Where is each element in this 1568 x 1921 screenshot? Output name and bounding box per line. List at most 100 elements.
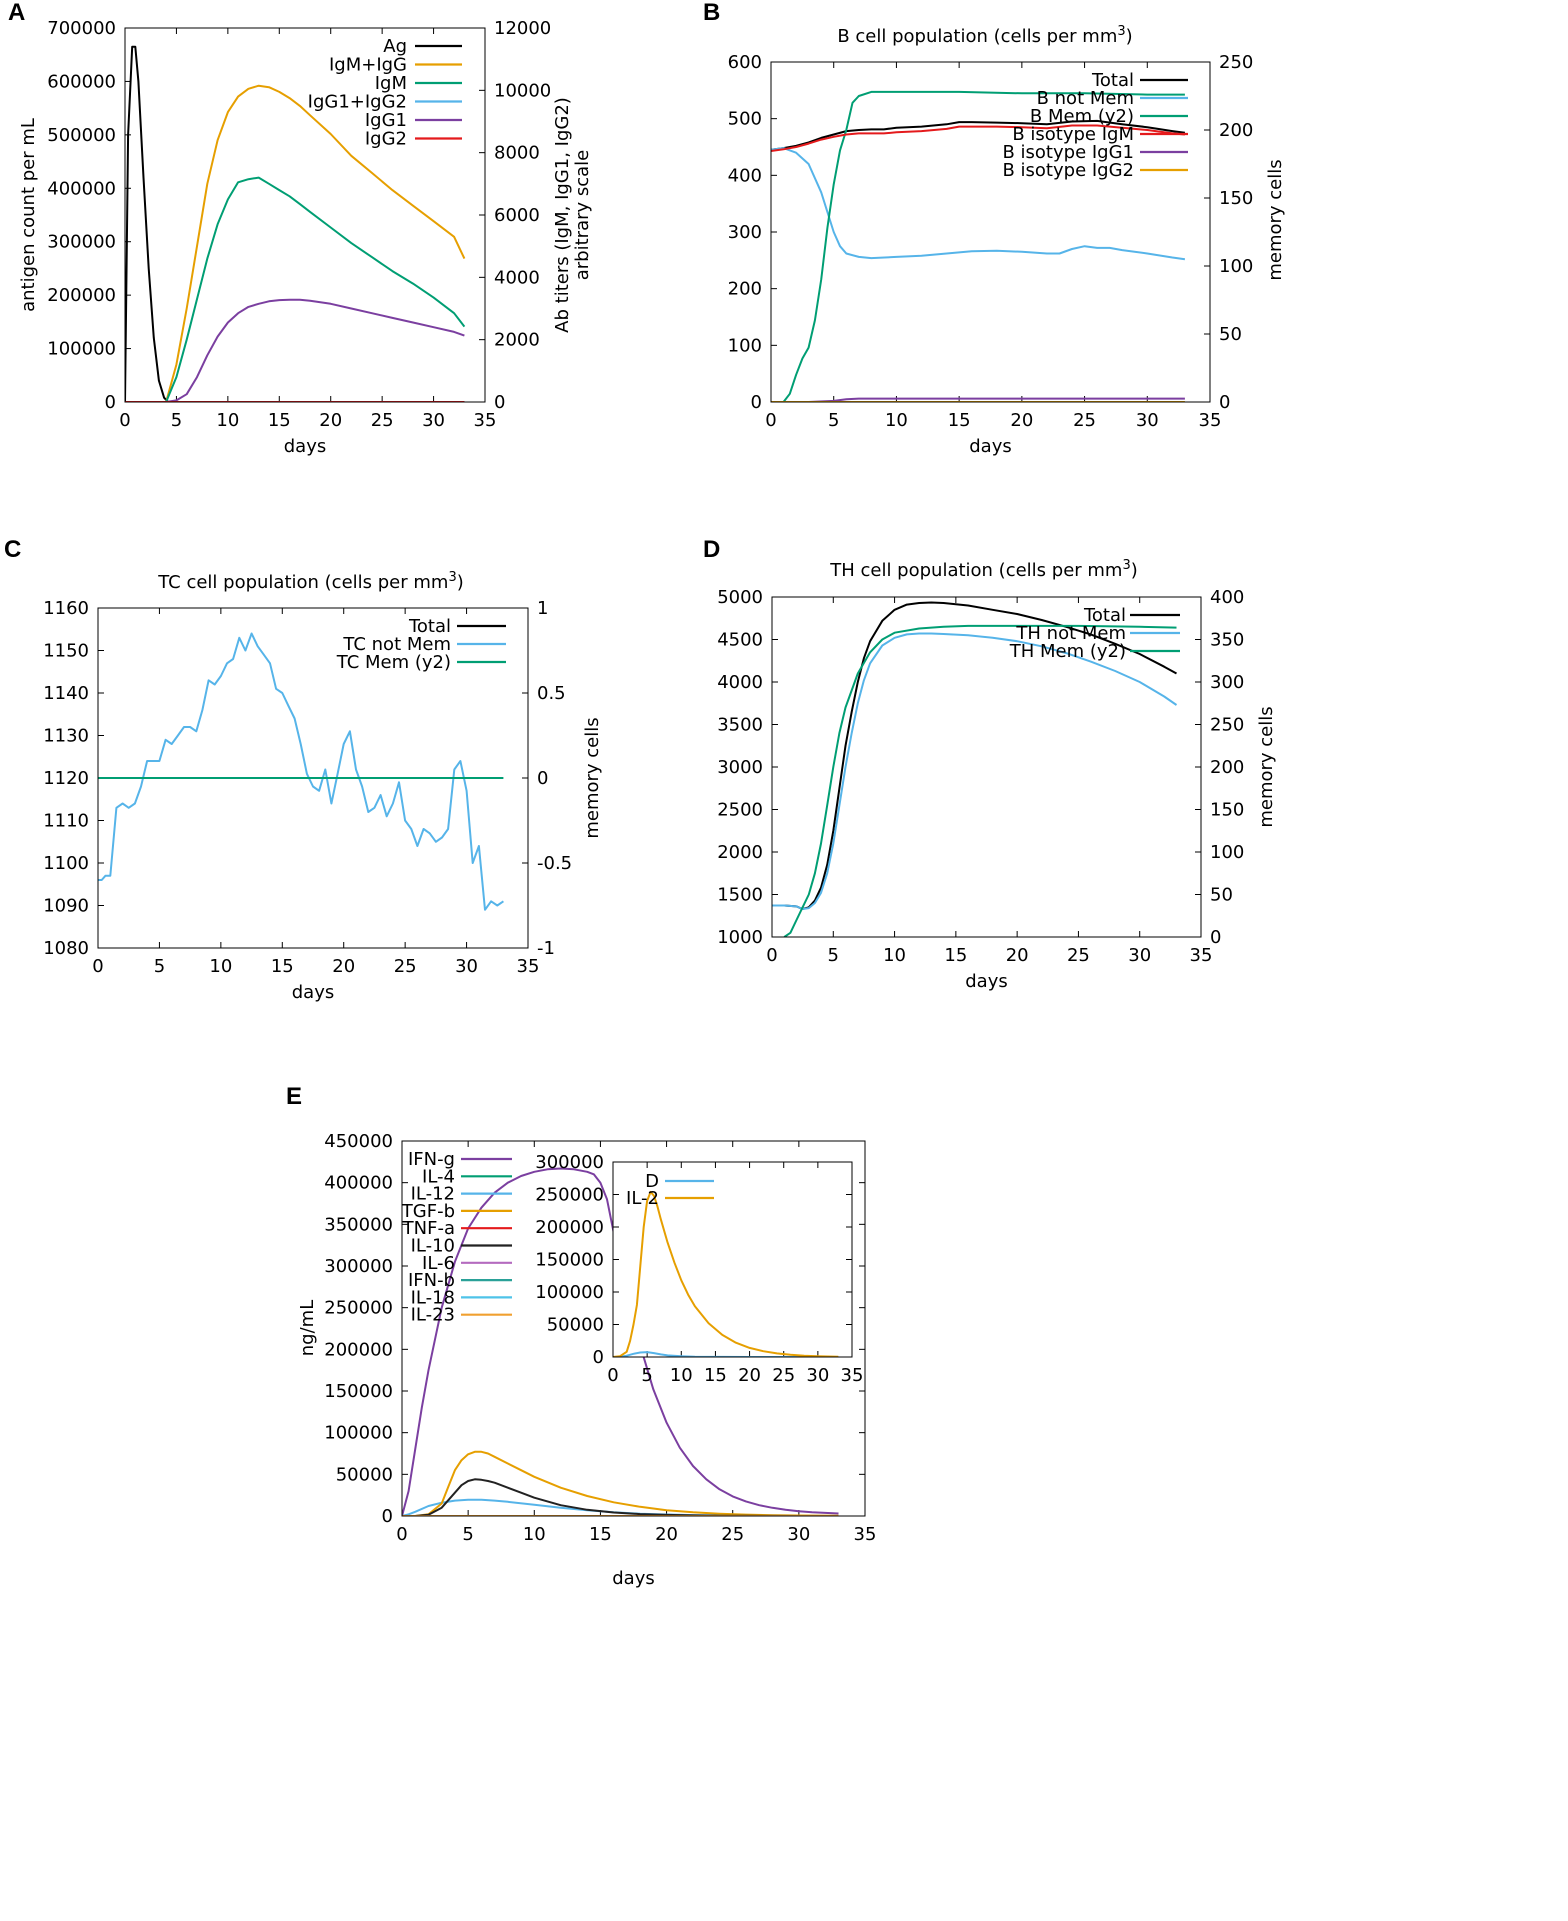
y-tick-label: 1500: [717, 885, 763, 906]
y-tick-label: 50000: [547, 1315, 604, 1336]
plot-frame: [401, 1140, 866, 1517]
y-tick-label: 0: [382, 1506, 393, 1527]
x-tick-label: 20: [1006, 945, 1029, 966]
y2-tick-label: 100: [1210, 842, 1244, 863]
legend-entry-label: IgG1+IgG2: [308, 92, 407, 113]
series-line-ifn-g: [402, 1167, 839, 1516]
y2-tick-label: 1: [537, 598, 548, 619]
legend-entry-label: B not Mem: [1037, 88, 1134, 109]
y2-axis-label: memory cells: [582, 717, 603, 838]
chart-title: B cell population (cells per mm3): [837, 24, 1132, 47]
panel-label: B: [703, 0, 720, 26]
y-tick-label: 1130: [43, 726, 89, 747]
y-tick-label: 1160: [43, 598, 89, 619]
legend-entry-label: Ag: [383, 36, 407, 57]
y2-tick-label: 150: [1210, 800, 1244, 821]
y-tick-label: 0: [751, 392, 762, 413]
y-tick-label: 300000: [47, 232, 116, 253]
y-tick-label: 200: [728, 279, 762, 300]
x-tick-label: 35: [841, 1365, 864, 1386]
x-tick-label: 10: [670, 1365, 693, 1386]
y2-tick-label: 0.5: [537, 683, 566, 704]
x-tick-label: 0: [396, 1524, 407, 1545]
x-tick-label: 30: [1136, 410, 1159, 431]
y-tick-label: 1120: [43, 768, 89, 789]
y-tick-label: 400000: [47, 178, 116, 199]
legend-entry-label: Total: [1083, 605, 1126, 626]
legend-entry-label: IL-23: [411, 1305, 455, 1326]
y2-tick-label: 0: [537, 768, 548, 789]
legend-entry-label: TH Mem (y2): [1009, 641, 1126, 662]
chart-title-end: ): [457, 572, 464, 593]
y2-axis-label: arbitrary scale: [572, 150, 593, 281]
y2-tick-label: 50: [1219, 324, 1242, 345]
legend-entry-label: IL-2: [626, 1188, 659, 1209]
legend-entry-label: TC not Mem: [342, 634, 451, 655]
legend-entry-label: TNF-a: [402, 1218, 455, 1239]
chart-title-superscript: 3: [1122, 558, 1130, 573]
y-tick-label: 600000: [47, 71, 116, 92]
x-tick-label: 10: [216, 410, 239, 431]
legend-entry-label: B Mem (y2): [1030, 106, 1134, 127]
y-tick-label: 350000: [324, 1214, 393, 1235]
legend-entry-label: IFN-g: [408, 1149, 455, 1170]
x-tick-label: 25: [721, 1524, 744, 1545]
y-tick-label: 700000: [47, 18, 116, 39]
series-line-igm: [165, 176, 466, 402]
y-tick-label: 200000: [324, 1339, 393, 1360]
series-line-tc-not-mem: [98, 632, 504, 911]
chart-title-text: B cell population (cells per mm: [837, 26, 1117, 47]
y2-tick-label: 300: [1210, 672, 1244, 693]
y-tick-label: 1150: [43, 641, 89, 662]
chart-E-inset: 0 5 10 15 20 25 30 35 0 50000 100000 150000 200000 25…: [535, 1152, 863, 1386]
x-tick-label: 35: [854, 1524, 877, 1545]
plot-frame: [771, 596, 1202, 938]
y-tick-label: 5000: [717, 587, 763, 608]
x-tick-label: 0: [92, 956, 103, 977]
chart-B: B B cell population (cells per mm3) 0 5 10 15…: [703, 0, 1286, 457]
x-tick-label: 10: [883, 945, 906, 966]
y-tick-label: 250000: [535, 1185, 604, 1206]
plot-frame: [612, 1161, 853, 1358]
panel-label: D: [703, 536, 720, 563]
y2-tick-label: 400: [1210, 587, 1244, 608]
y2-tick-label: 8000: [494, 143, 540, 164]
y-tick-label: 400: [728, 165, 762, 186]
legend-entry-label: B isotype IgM: [1012, 124, 1134, 145]
panel-label: A: [8, 0, 25, 26]
chart-title-superscript: 3: [1117, 24, 1125, 39]
legend-entry-label: IgM: [375, 73, 407, 94]
y-tick-label: 100000: [47, 339, 116, 360]
y-tick-label: 1080: [43, 938, 89, 959]
legend-entry-label: TC Mem (y2): [336, 652, 451, 673]
y-tick-label: 300000: [535, 1152, 604, 1173]
x-tick-label: 30: [787, 1524, 810, 1545]
y-tick-label: 100: [728, 335, 762, 356]
x-tick-label: 35: [1199, 410, 1222, 431]
y-tick-label: 200000: [47, 285, 116, 306]
chart-E: E 0 5 10 15 20 25 30 35 0 50000 100000 150000 200000 2…: [286, 1083, 876, 1589]
y2-tick-label: 0: [494, 392, 505, 413]
x-tick-label: 5: [828, 410, 839, 431]
y2-axis-label: Ab titers (IgM, IgG1, IgG2): [552, 97, 573, 333]
x-axis-label: days: [612, 1568, 655, 1589]
y-tick-label: 150000: [535, 1250, 604, 1271]
y-tick-label: 50000: [336, 1464, 393, 1485]
legend-entry-label: IgM+IgG: [329, 55, 407, 76]
plot-frame: [97, 607, 529, 949]
x-tick-label: 5: [171, 410, 182, 431]
series-line-il-2: [613, 1190, 839, 1357]
series-line-b-isotype-igg1: [771, 397, 1185, 402]
x-tick-label: 30: [455, 956, 478, 977]
y-tick-label: 500: [728, 109, 762, 130]
y-tick-label: 3000: [717, 757, 763, 778]
y2-tick-label: 12000: [494, 18, 551, 39]
x-tick-label: 20: [319, 410, 342, 431]
y2-tick-label: -0.5: [537, 853, 572, 874]
y2-tick-label: 200: [1210, 757, 1244, 778]
x-tick-label: 15: [704, 1365, 727, 1386]
chart-A: A0 5 10 15 20 25 30 350100000200000300000400000…: [8, 0, 593, 457]
x-tick-label: 5: [154, 956, 165, 977]
x-tick-label: 25: [772, 1365, 795, 1386]
x-tick-label: 5: [462, 1524, 473, 1545]
